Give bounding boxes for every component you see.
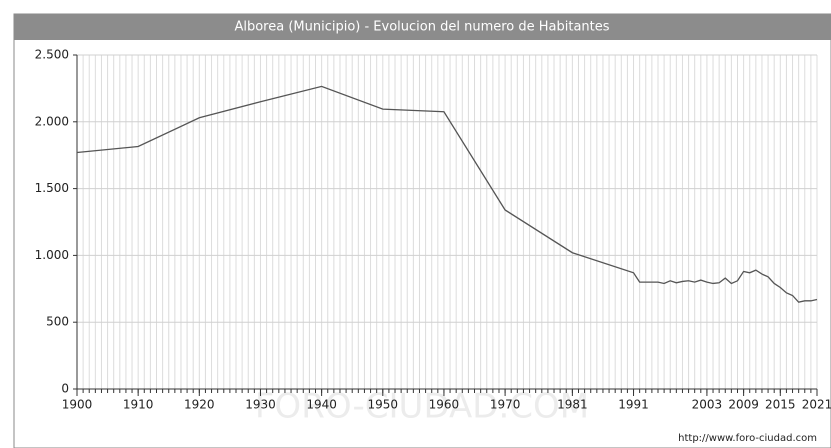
x-tick-label: 1910	[123, 398, 154, 412]
watermark: FORO-CIUDAD.COM	[255, 387, 589, 427]
y-tick-label: 1.500	[35, 181, 69, 195]
x-tick-label: 1940	[306, 398, 337, 412]
source: http://www.foro-ciudad.com	[678, 433, 817, 444]
chart-title: Alborea (Municipio) - Evolucion del nume…	[234, 20, 609, 35]
y-tick-label: 1.000	[35, 248, 69, 262]
y-tick-label: 500	[46, 315, 69, 329]
x-tick-label: 1920	[184, 398, 215, 412]
line	[76, 85, 818, 303]
x-tick-label: 1960	[429, 398, 460, 412]
x-tick-label: 1970	[490, 398, 521, 412]
frame	[13, 13, 831, 448]
title-bar	[14, 14, 831, 40]
y-tick-label: 2.500	[35, 48, 69, 62]
y-tick-label: 2.000	[35, 114, 69, 128]
x-tick-label: 1950	[368, 398, 399, 412]
x-tick-label: 2009	[728, 398, 759, 412]
x-tick-label: 1991	[618, 398, 649, 412]
x-tick-label: 2003	[692, 398, 723, 412]
x-tick-label: 1981	[557, 398, 588, 412]
x-tick-label: 1900	[62, 398, 93, 412]
x-tick-label: 2021	[802, 398, 831, 412]
x-tick-label: 2015	[765, 398, 796, 412]
y-tick-label: 0	[61, 382, 69, 396]
x-tick-label: 1930	[245, 398, 276, 412]
